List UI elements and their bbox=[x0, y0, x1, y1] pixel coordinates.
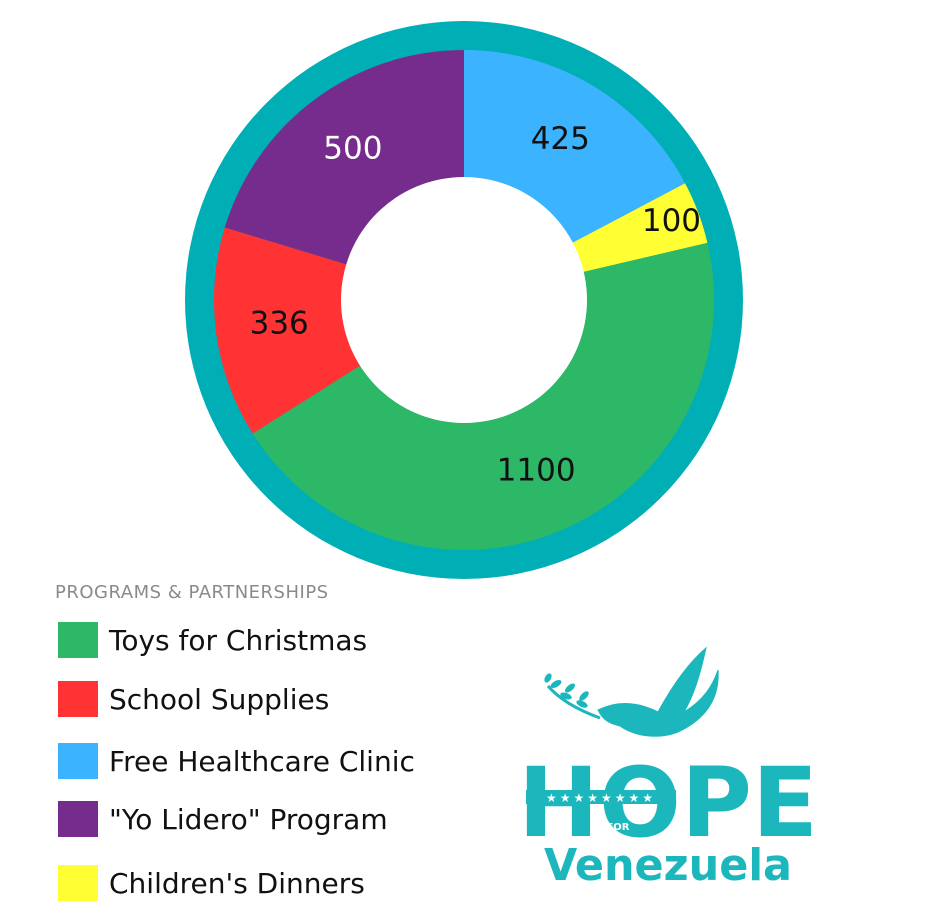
data-label-school-supplies: 336 bbox=[250, 306, 309, 342]
legend-item-childrens-dinners: Children's Dinners bbox=[58, 863, 365, 903]
legend-swatch bbox=[58, 801, 98, 837]
legend-label: Free Healthcare Clinic bbox=[109, 744, 415, 778]
dove-icon bbox=[544, 646, 719, 737]
legend-item-school-supplies: School Supplies bbox=[58, 679, 329, 719]
legend-item-free-healthcare-clinic: Free Healthcare Clinic bbox=[58, 741, 415, 781]
legend-label: School Supplies bbox=[109, 682, 330, 716]
slice-school-supplies bbox=[213, 227, 464, 434]
legend-item-toys-for-christmas: Toys for Christmas bbox=[58, 620, 367, 660]
stars-icon: ★★★★★★★★ bbox=[546, 791, 656, 805]
legend-title: PROGRAMS & PARTNERSHIPS bbox=[55, 582, 329, 603]
data-label-yo-lidero-program: 500 bbox=[323, 131, 382, 167]
data-label-toys-for-christmas: 1100 bbox=[497, 452, 576, 488]
chart-hole bbox=[341, 177, 587, 423]
legend-swatch bbox=[58, 865, 98, 901]
star-band bbox=[526, 790, 676, 804]
data-label-free-healthcare-clinic: 425 bbox=[531, 121, 590, 157]
legend-item-yo-lidero-program: "Yo Lidero" Program bbox=[58, 799, 388, 839]
data-label-children-s-dinners: 100 bbox=[642, 203, 701, 239]
hope-for-venezuela-logo: HOPE ★★★★★★★★ FOR Venezuela bbox=[518, 646, 818, 890]
legend-swatch bbox=[58, 743, 98, 779]
legend-label: Toys for Christmas bbox=[109, 623, 368, 657]
legend-label: "Yo Lidero" Program bbox=[109, 802, 388, 836]
donut-chart: 425 100 1100 336 500 bbox=[185, 21, 743, 579]
logo-country: Venezuela bbox=[544, 840, 792, 890]
logo-small-word: FOR bbox=[606, 822, 629, 833]
legend-label: Children's Dinners bbox=[109, 866, 365, 900]
legend-swatch bbox=[58, 681, 98, 717]
legend-swatch bbox=[58, 622, 98, 658]
